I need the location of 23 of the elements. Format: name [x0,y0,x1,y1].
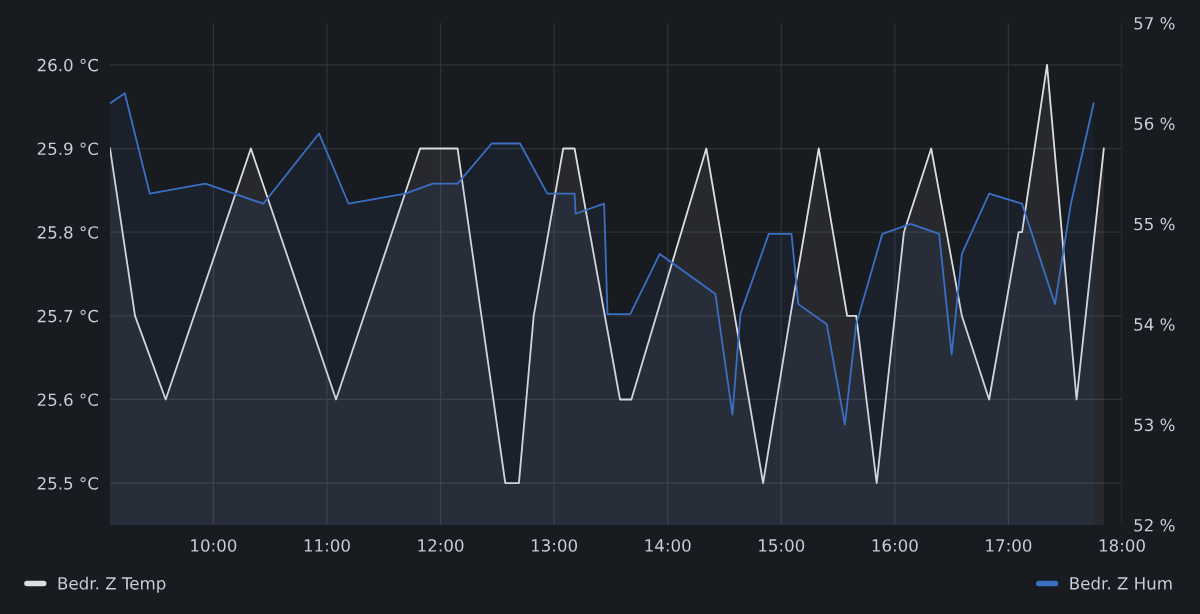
y-tick-label: 26.0 °C [37,58,99,72]
y-tick-label: 25.9 °C [37,142,99,156]
y-tick-label: 25.6 °C [37,393,99,407]
y2-tick-label: 53 % [1134,418,1175,432]
x-tick-label: 13:00 [531,539,578,552]
legend-label: Bedr. Z Hum [1070,576,1172,590]
y-tick-label: 25.8 °C [37,226,99,239]
x-tick-label: 18:00 [1099,539,1145,552]
x-tick-label: 10:00 [191,539,237,552]
y2-tick-label: 52 % [1134,518,1175,532]
x-tick-label: 15:00 [759,539,805,552]
x-tick-label: 17:00 [986,539,1032,552]
y-tick-label: 25.5 °C [37,477,99,490]
y2-tick-label: 55 % [1134,217,1175,231]
x-tick-label: 11:00 [304,539,350,552]
y2-tick-label: 56 % [1134,117,1175,130]
x-tick-label: 16:00 [872,539,918,552]
y2-tick-label: 57 % [1134,16,1175,30]
x-tick-label: 14:00 [645,539,691,552]
legend-label: Bedr. Z Temp [58,576,166,593]
x-tick-label: 12:00 [418,539,464,552]
y2-tick-label: 54 % [1134,318,1175,331]
y-tick-label: 25.7 °C [37,309,99,323]
